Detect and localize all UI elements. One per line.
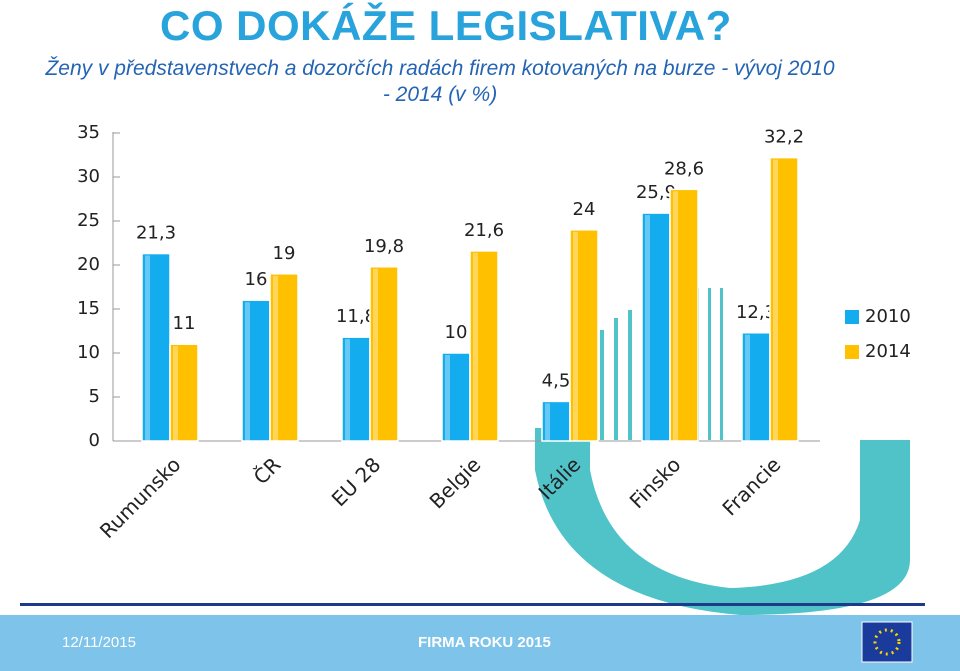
value-label: 21,3 — [136, 223, 176, 244]
divider — [20, 603, 925, 606]
y-tick-label: 10 — [77, 342, 100, 363]
value-label: 25,9 — [636, 182, 676, 203]
background-decoration — [535, 288, 910, 615]
y-tick-label: 20 — [77, 254, 100, 275]
bar-highlight — [345, 339, 350, 441]
footer — [0, 615, 960, 671]
value-label: 4,5 — [542, 370, 571, 391]
value-label: 24 — [573, 199, 596, 220]
bar — [269, 273, 299, 442]
value-label: 10 — [445, 322, 468, 343]
bar-highlight — [645, 215, 650, 441]
bar-highlight — [573, 231, 578, 441]
value-label: 19 — [273, 243, 296, 264]
bar-highlight — [745, 334, 750, 441]
bar — [169, 343, 199, 442]
bar-highlight — [245, 302, 250, 441]
bar-highlight — [373, 268, 378, 441]
footer-date: 12/11/2015 — [62, 634, 136, 651]
x-tick-label: Rumunsko — [95, 452, 186, 543]
bar-highlight — [545, 403, 550, 441]
bar-highlight — [273, 275, 278, 441]
bar — [369, 266, 399, 442]
bar — [441, 352, 471, 442]
bar — [769, 156, 799, 442]
value-label: 28,6 — [664, 158, 704, 179]
bar — [241, 299, 271, 442]
bar — [669, 188, 699, 442]
y-tick-label: 0 — [89, 430, 100, 451]
bar-highlight — [673, 191, 678, 441]
value-label: 11 — [173, 313, 196, 334]
bar-highlight — [145, 255, 150, 441]
bar — [741, 332, 771, 442]
y-tick-label: 30 — [77, 166, 100, 187]
bar — [569, 229, 599, 442]
y-tick-label: 25 — [77, 210, 100, 231]
slide-title: CO DOKÁŽE LEGISLATIVA? — [160, 2, 732, 49]
bar-highlight — [473, 252, 478, 441]
x-tick-label: Belgie — [425, 452, 486, 513]
legend-swatch — [845, 345, 859, 359]
value-label: 32,2 — [764, 127, 804, 148]
value-label: 12,3 — [736, 302, 776, 323]
value-label: 19,8 — [364, 236, 404, 257]
legend-swatch — [845, 310, 859, 324]
legend-label: 2010 — [865, 306, 911, 327]
bar — [141, 252, 171, 442]
bar-highlight — [445, 355, 450, 441]
eu-flag — [861, 621, 913, 663]
value-label: 11,8 — [336, 306, 376, 327]
bar — [541, 400, 571, 442]
legend-label: 2014 — [865, 341, 911, 362]
value-label: 21,6 — [464, 220, 504, 241]
y-tick-label: 5 — [89, 386, 100, 407]
footer-event: FIRMA ROKU 2015 — [418, 634, 551, 651]
bar-highlight — [173, 346, 178, 441]
y-tick-label: 35 — [77, 122, 100, 143]
bar-highlight — [773, 159, 778, 441]
bar — [469, 250, 499, 442]
chart-title: Ženy v představenstvech a dozorčích radá… — [45, 57, 835, 106]
value-label: 16 — [245, 269, 268, 290]
x-tick-label: EU 28 — [327, 452, 386, 511]
y-tick-label: 15 — [77, 298, 100, 319]
x-tick-label: ČR — [249, 452, 286, 489]
